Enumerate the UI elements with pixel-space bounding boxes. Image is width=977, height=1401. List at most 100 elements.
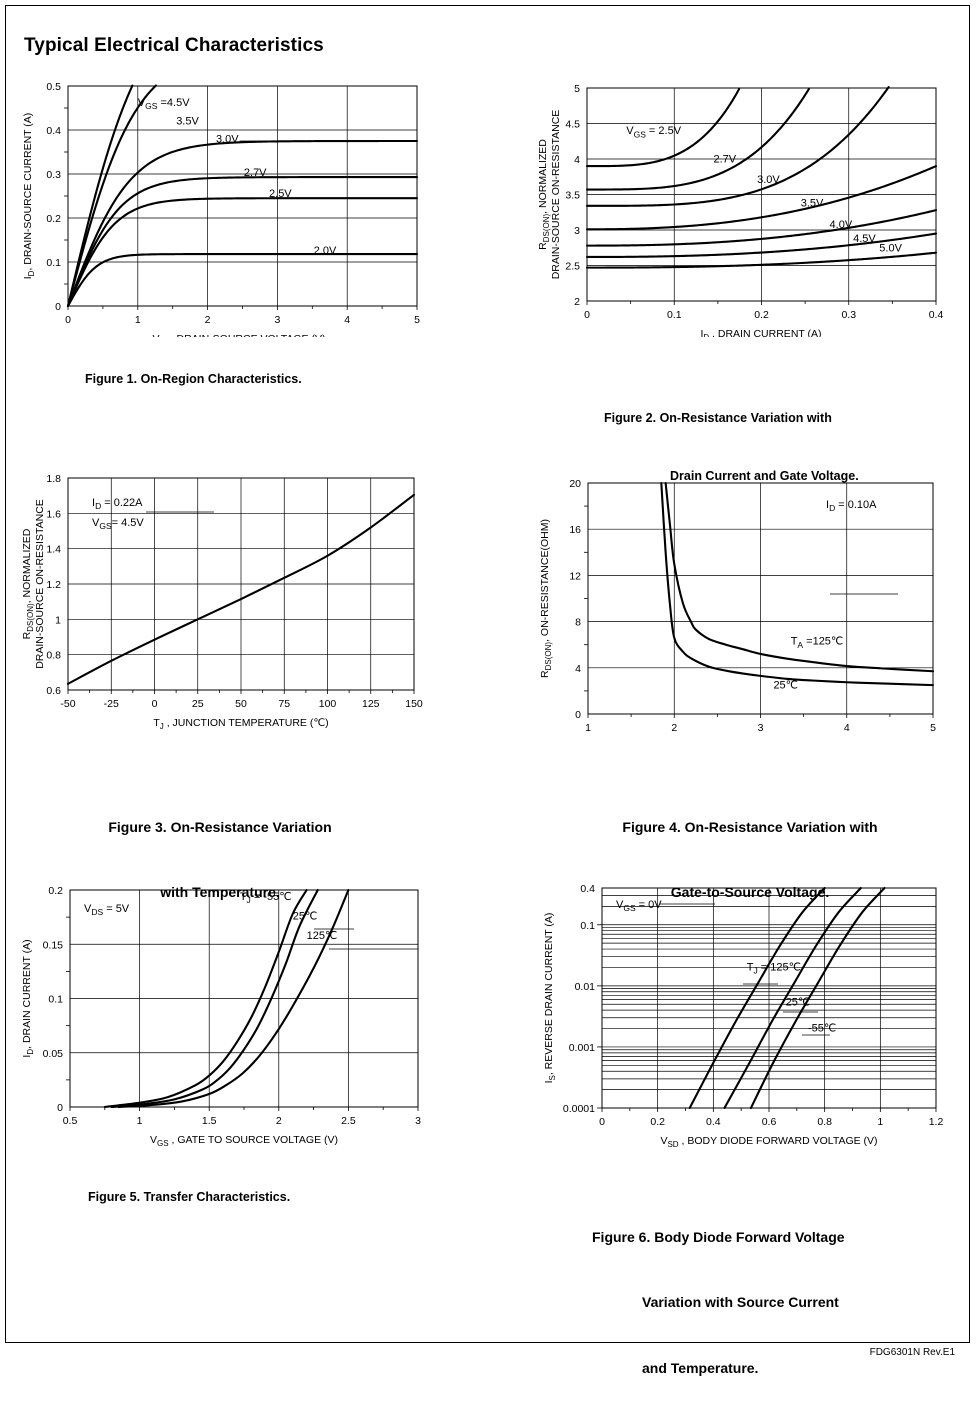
svg-text:IS, REVERSE DRAIN CURRENT (A): IS, REVERSE DRAIN CURRENT (A) (543, 913, 557, 1084)
svg-text:0.8: 0.8 (817, 1116, 832, 1128)
svg-text:125: 125 (362, 698, 380, 710)
svg-text:ID, DRAIN CURRENT (A): ID, DRAIN CURRENT (A) (21, 939, 35, 1057)
figure-2-caption-line1: Figure 2. On-Resistance Variation with (604, 410, 832, 425)
svg-text:2.5V: 2.5V (269, 188, 292, 200)
svg-text:0.3: 0.3 (841, 309, 856, 321)
svg-text:3: 3 (574, 225, 580, 237)
svg-text:0.5: 0.5 (63, 1115, 78, 1127)
fig1-svg: 0 1 2 3 4 5 0 0.1 0.2 0.3 0.4 0.5 VDS, DRAIN-SOURCE … (22, 81, 420, 337)
page-title: Typical Electrical Characteristics (24, 34, 324, 56)
svg-text:0.0001: 0.0001 (563, 1103, 595, 1115)
svg-text:0.2: 0.2 (48, 885, 63, 897)
svg-text:1: 1 (585, 722, 591, 734)
figure-4-caption-line1: Figure 4. On-Resistance Variation with (622, 819, 878, 836)
figure-6-caption-line1: Figure 6. Body Diode Forward Voltage (592, 1229, 845, 1246)
svg-text:25: 25 (192, 698, 204, 710)
svg-text:-25: -25 (104, 698, 119, 710)
svg-text:25℃: 25℃ (773, 680, 798, 692)
svg-text:2: 2 (671, 722, 677, 734)
svg-text:-55℃: -55℃ (808, 1022, 836, 1034)
svg-text:0.4: 0.4 (706, 1116, 721, 1128)
svg-text:50: 50 (235, 698, 247, 710)
figure-4-chart: 12345048121620VGS ,GATE TO SOURCE VOLTAG… (530, 462, 960, 742)
svg-text:75: 75 (278, 698, 290, 710)
svg-text:5: 5 (574, 83, 580, 95)
svg-text:VGS= 4.5V: VGS= 4.5V (92, 517, 144, 531)
svg-text:0.1: 0.1 (46, 257, 61, 269)
figure-2-chart: 0 0.1 0.2 0.3 0.4 2 2.5 3 3.5 4 4.5 5 ID , DRAIN CUR… (530, 72, 960, 337)
svg-text:0: 0 (57, 1102, 63, 1114)
svg-text:RDS(ON), ON-RESISTANCE(OHM): RDS(ON), ON-RESISTANCE(OHM) (539, 519, 553, 678)
svg-text:VGS = 2.5V: VGS = 2.5V (626, 125, 681, 139)
svg-text:1.4: 1.4 (46, 544, 61, 556)
svg-text:TJ , JUNCTION TEMPERATURE (℃): TJ , JUNCTION TEMPERATURE (℃) (153, 717, 328, 731)
figure-1-chart: 0 1 2 3 4 5 0 0.1 0.2 0.3 0.4 0.5 VDS, DRAIN-SOURCE … (14, 72, 434, 337)
document-footer: FDG6301N Rev.E1 (869, 1347, 955, 1358)
fig2-svg: 0 0.1 0.2 0.3 0.4 2 2.5 3 3.5 4 4.5 5 ID , DRAIN CUR… (537, 83, 944, 337)
figure-6-caption: Figure 6. Body Diode Forward Voltage Var… (592, 1184, 845, 1401)
svg-text:2: 2 (276, 1115, 282, 1127)
figure-3-caption-line2: with Temperature. (160, 884, 280, 901)
svg-text:0.1: 0.1 (48, 994, 63, 1006)
figure-5-caption-text: Figure 5. Transfer Characteristics. (88, 1190, 291, 1204)
svg-text:1.2: 1.2 (929, 1116, 944, 1128)
svg-text:20: 20 (569, 478, 581, 490)
svg-text:4: 4 (344, 314, 350, 326)
svg-text:1: 1 (135, 314, 141, 326)
svg-text:4: 4 (575, 663, 581, 675)
svg-text:0.1: 0.1 (667, 309, 682, 321)
figure-3-chart: -50 -25 0 25 50 75 100 125 150 0.6 0.8 1 1.2 1.4 1.6 1.… (14, 462, 434, 742)
svg-text:0: 0 (55, 301, 61, 313)
figure-1-caption-text: Figure 1. On-Region Characteristics. (85, 372, 302, 386)
svg-text:4: 4 (574, 154, 580, 166)
svg-text:4.5: 4.5 (565, 119, 580, 131)
svg-text:16: 16 (569, 524, 581, 536)
svg-text:1.6: 1.6 (46, 508, 61, 520)
figure-2-caption-line2: Drain Current and Gate Voltage. (670, 468, 859, 483)
fig5-svg: 0.5 1 1.5 2 2.5 3 0 0.05 0.1 0.15 0.2 VGS , GATE TO… (21, 885, 421, 1147)
figure-5-caption: Figure 5. Transfer Characteristics. (88, 1188, 290, 1207)
svg-text:1: 1 (877, 1116, 883, 1128)
svg-text:ID = 0.10A: ID = 0.10A (826, 499, 877, 513)
svg-text:0.1: 0.1 (580, 920, 595, 932)
svg-text:0: 0 (584, 309, 590, 321)
svg-text:125℃: 125℃ (307, 930, 338, 942)
svg-text:TJ = -55℃: TJ = -55℃ (240, 891, 292, 905)
svg-text:3.5: 3.5 (565, 190, 580, 202)
svg-text:12: 12 (569, 570, 581, 582)
svg-text:2: 2 (205, 314, 211, 326)
svg-text:100: 100 (319, 698, 337, 710)
figure-6-chart: 0 0.2 0.4 0.6 0.8 1 1.2 0.0001 0.001 0.01 0.1 0.4 VS… (530, 872, 960, 1147)
svg-text:VGS , GATE TO SOURCE VOLTAGE (: VGS , GATE TO SOURCE VOLTAGE (V) (150, 1134, 338, 1147)
svg-text:DRAIN-SOURCE ON-RESISTANCE: DRAIN-SOURCE ON-RESISTANCE (550, 110, 562, 280)
figure-6-caption-line2: Variation with Source Current (642, 1294, 839, 1311)
svg-text:3: 3 (415, 1115, 421, 1127)
svg-text:2.7V: 2.7V (244, 167, 267, 179)
svg-text:3.5V: 3.5V (176, 116, 199, 128)
svg-text:VDS, DRAIN-SOURCE VOLTAGE (V): VDS, DRAIN-SOURCE VOLTAGE (V) (153, 333, 326, 337)
svg-text:TA =125℃: TA =125℃ (791, 636, 844, 650)
svg-text:1: 1 (137, 1115, 143, 1127)
svg-text:0.8: 0.8 (46, 650, 61, 662)
svg-text:ID, DRAIN-SOURCE CURRENT (A): ID, DRAIN-SOURCE CURRENT (A) (22, 113, 36, 280)
svg-text:0.4: 0.4 (929, 309, 944, 321)
svg-text:0.2: 0.2 (650, 1116, 665, 1128)
svg-text:5: 5 (414, 314, 420, 326)
svg-text:VGS =4.5V: VGS =4.5V (138, 97, 190, 111)
svg-text:DRAIN-SOURCE ON-RESISTANCE: DRAIN-SOURCE ON-RESISTANCE (34, 499, 46, 669)
svg-text:-50: -50 (60, 698, 75, 710)
svg-text:VSD , BODY DIODE FORWARD VOLTA: VSD , BODY DIODE FORWARD VOLTAGE (V) (660, 1135, 877, 1147)
svg-text:ID , DRAIN CURRENT (A): ID , DRAIN CURRENT (A) (700, 328, 821, 337)
svg-text:1.2: 1.2 (46, 579, 61, 591)
svg-text:1.5: 1.5 (202, 1115, 217, 1127)
svg-text:3: 3 (274, 314, 280, 326)
svg-text:2.0V: 2.0V (314, 245, 337, 257)
svg-text:150: 150 (405, 698, 423, 710)
svg-text:RDS(ON), NORMALIZED: RDS(ON), NORMALIZED (537, 139, 551, 250)
svg-text:0.6: 0.6 (762, 1116, 777, 1128)
fig3-svg: -50 -25 0 25 50 75 100 125 150 0.6 0.8 1 1.2 1.4 1.6 1.… (21, 473, 423, 731)
figure-2-caption: Figure 2. On-Resistance Variation with D… (604, 370, 859, 506)
svg-text:0.15: 0.15 (43, 939, 64, 951)
svg-text:4: 4 (844, 722, 850, 734)
svg-text:5.0V: 5.0V (879, 242, 902, 254)
